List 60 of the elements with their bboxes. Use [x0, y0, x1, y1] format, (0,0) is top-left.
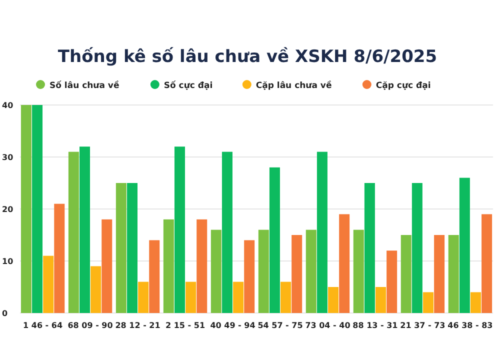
x-tick-label: 46 38 - 83 [448, 321, 493, 330]
legend-label: Cặp lâu chưa về [256, 80, 332, 91]
x-tick-label: 88 13 - 31 [352, 321, 398, 330]
bar [364, 183, 375, 313]
x-tick-label: 68 09 - 90 [68, 321, 114, 330]
bar [222, 152, 232, 313]
bar [32, 105, 43, 313]
bar [269, 167, 280, 313]
bar [90, 266, 102, 313]
bar [244, 240, 255, 313]
x-tick-label: 28 12 - 21 [115, 321, 161, 330]
legend-label: Cặp cực đại [376, 81, 431, 91]
bar [280, 282, 292, 313]
bar [186, 282, 196, 313]
legend-label: Số cực đại [164, 80, 213, 91]
y-tick-label: 30 [2, 153, 14, 162]
bar [258, 230, 269, 313]
y-tick-label: 40 [2, 101, 14, 110]
bar [328, 287, 339, 313]
bar [149, 240, 160, 313]
bar [68, 152, 79, 313]
bar [376, 287, 386, 313]
x-tick-label: 73 04 - 40 [305, 321, 351, 330]
bar [459, 178, 470, 313]
bar [196, 219, 208, 313]
bar [102, 219, 112, 313]
x-tick-label: 21 37 - 73 [400, 321, 446, 330]
bar [233, 282, 244, 313]
bar [20, 105, 32, 313]
bar [316, 152, 328, 313]
bar [116, 183, 126, 313]
bar [482, 214, 492, 313]
bar [80, 146, 90, 313]
bar [126, 183, 138, 313]
bar [54, 204, 65, 313]
bar [353, 230, 364, 313]
bar [470, 292, 481, 313]
bar [448, 235, 459, 313]
bar [210, 230, 222, 313]
bar [386, 250, 398, 313]
x-tick-label: 40 49 - 94 [210, 321, 256, 330]
x-tick-label: 1 46 - 64 [23, 321, 63, 330]
bar [434, 235, 445, 313]
legend-label: Số lâu chưa về [50, 80, 120, 91]
bar [422, 292, 434, 313]
y-tick-label: 10 [2, 257, 14, 266]
bar [163, 219, 174, 313]
bar [339, 214, 350, 313]
x-tick-label: 2 15 - 51 [166, 321, 206, 330]
bar [400, 235, 412, 313]
bar [306, 230, 316, 313]
y-tick-label: 20 [2, 205, 14, 214]
bar [174, 146, 185, 313]
x-tick-label: 54 57 - 75 [258, 321, 304, 330]
bar [138, 282, 149, 313]
chart-title: Thống kê số lâu chưa về XSKH 8/6/2025 [58, 47, 438, 67]
y-tick-label: 0 [2, 309, 8, 318]
bar [292, 235, 302, 313]
bar [43, 256, 54, 313]
bar [412, 183, 422, 313]
